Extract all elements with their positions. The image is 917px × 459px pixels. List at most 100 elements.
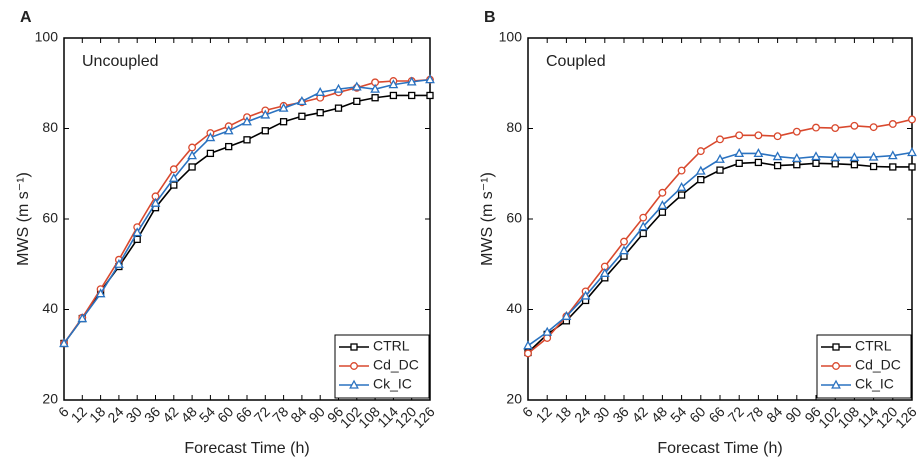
data-point (638, 221, 649, 231)
data-point (791, 153, 802, 163)
data-point (907, 147, 917, 157)
data-point (298, 112, 306, 120)
data-point (658, 188, 667, 197)
y-tick-label: 40 (42, 300, 58, 316)
data-point (868, 151, 879, 161)
data-point (716, 166, 724, 174)
data-point (168, 172, 179, 182)
y-tick-label: 80 (42, 119, 58, 135)
x-axis-label: Forecast Time (h) (657, 440, 782, 457)
y-tick-label: 60 (42, 210, 58, 226)
data-point (188, 143, 197, 152)
data-point (677, 191, 686, 199)
panel-label: B (484, 9, 496, 26)
y-tick-label: 20 (506, 391, 522, 407)
panel-label: A (20, 9, 32, 26)
data-point (793, 161, 801, 169)
legend-marker (832, 343, 840, 351)
data-point (334, 104, 343, 112)
data-point (908, 163, 916, 171)
data-point (850, 121, 859, 130)
legend-label: Ck_IC (373, 376, 412, 392)
series-line (527, 161, 912, 354)
data-point (697, 175, 705, 184)
legend-marker (832, 362, 840, 370)
data-point (580, 290, 591, 300)
data-point (639, 229, 647, 238)
data-point (831, 124, 840, 132)
data-point (351, 81, 362, 91)
data-point (132, 227, 143, 237)
data-point (696, 147, 705, 156)
data-point (315, 86, 326, 96)
data-point (388, 79, 399, 89)
data-point (425, 74, 435, 84)
data-point (639, 213, 648, 222)
legend-label: Ck_IC (855, 376, 894, 392)
legend-label: Cd_DC (373, 357, 419, 373)
data-point (223, 125, 234, 135)
data-point (831, 160, 839, 168)
data-point (773, 132, 782, 141)
data-point (389, 91, 398, 100)
y-tick-label: 80 (506, 119, 522, 135)
data-point (523, 340, 533, 350)
legend-marker (350, 343, 358, 351)
data-point (850, 161, 859, 169)
x-tick-label: 126 (410, 403, 438, 431)
data-point (243, 136, 251, 144)
data-point (333, 83, 344, 93)
data-point (206, 149, 215, 158)
data-point (735, 131, 744, 140)
data-point (114, 258, 124, 268)
data-point (772, 151, 783, 161)
x-axis-label: Forecast Time (h) (184, 440, 309, 457)
data-point (887, 150, 898, 160)
data-point (812, 123, 820, 132)
data-point (734, 148, 745, 158)
data-point (524, 349, 532, 358)
data-point (187, 150, 197, 160)
data-point (676, 181, 687, 191)
data-point (77, 313, 88, 323)
data-point (620, 237, 628, 246)
data-point (849, 152, 860, 162)
data-point (353, 97, 361, 105)
data-point (95, 288, 106, 298)
data-point (754, 131, 763, 140)
data-point (297, 95, 307, 105)
data-point (59, 338, 69, 348)
legend-marker (350, 362, 358, 370)
data-point (188, 163, 196, 171)
series-line (527, 151, 913, 347)
data-point (888, 120, 897, 128)
data-point (869, 162, 878, 171)
y-tick-label: 60 (506, 210, 522, 226)
annotation: Uncoupled (82, 53, 159, 70)
legend-marker (831, 379, 841, 389)
y-tick-label: 20 (42, 391, 58, 407)
data-point (278, 102, 289, 112)
data-point (773, 161, 782, 170)
series-line (63, 94, 430, 344)
data-point (658, 208, 667, 216)
data-point (561, 310, 572, 320)
data-point (753, 148, 764, 158)
data-point (279, 118, 288, 126)
data-point (811, 151, 821, 161)
data-point (169, 165, 178, 174)
y-axis-label: MWS (m s⁻¹) (479, 172, 496, 266)
data-point (542, 326, 553, 336)
data-point (619, 245, 629, 255)
data-point (695, 165, 706, 175)
data-point (716, 135, 724, 144)
legend-marker (349, 379, 359, 389)
data-point (869, 123, 878, 132)
data-point (205, 132, 216, 142)
data-point (889, 163, 897, 171)
legend-label: CTRL (373, 338, 410, 354)
y-axis-label: MWS (m s⁻¹) (15, 172, 32, 266)
data-point (735, 159, 743, 167)
data-point (242, 116, 252, 126)
